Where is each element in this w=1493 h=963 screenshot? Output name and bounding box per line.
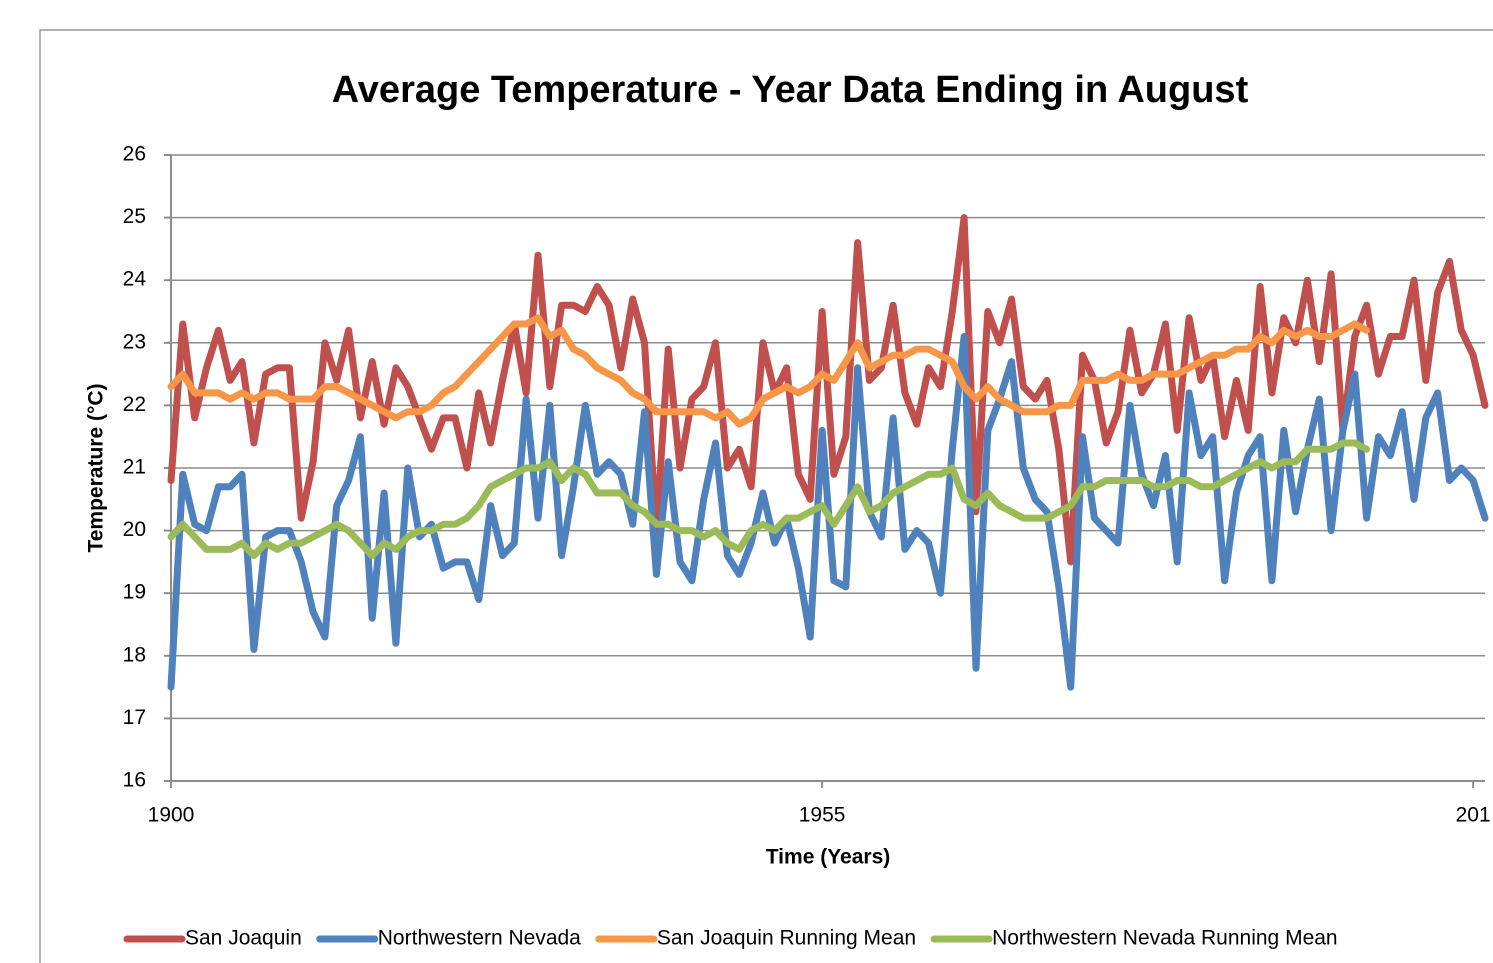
y-tick-label: 17: [123, 706, 146, 729]
legend-item: San Joaquin: [123, 927, 302, 950]
x-tick-label: 1955: [799, 804, 846, 827]
legend-item: Northwestern Nevada Running Mean: [930, 927, 1338, 950]
y-tick-label: 23: [123, 330, 146, 353]
y-tick-label: 25: [123, 205, 146, 228]
legend-item: San Joaquin Running Mean: [595, 927, 916, 950]
legend-item: Northwestern Nevada: [316, 927, 581, 950]
legend-label: San Joaquin: [185, 927, 302, 950]
series-line: [167, 333, 1489, 691]
y-tick-label: 20: [123, 518, 146, 541]
x-tick-label: 201: [1456, 804, 1491, 827]
y-axis-title: Temperature (°C): [85, 383, 108, 552]
series-line: [167, 314, 1371, 428]
y-tick-label: 24: [123, 268, 147, 291]
y-tick-label: 19: [123, 581, 146, 604]
legend-label: Northwestern Nevada Running Mean: [992, 927, 1338, 950]
y-tick-label: 26: [123, 143, 146, 166]
y-tick-label: 16: [123, 769, 146, 792]
legend-label: Northwestern Nevada: [378, 927, 581, 950]
y-tick-label: 21: [123, 456, 146, 479]
y-tick-label: 22: [123, 393, 146, 416]
x-tick-label: 1900: [148, 804, 195, 827]
chart-frame: [39, 29, 1493, 963]
legend-label: San Joaquin Running Mean: [657, 927, 916, 950]
series-line: [167, 439, 1371, 560]
x-axis-title: Time (Years): [766, 846, 891, 869]
y-tick-label: 18: [123, 643, 146, 666]
chart-title: Average Temperature - Year Data Ending i…: [332, 69, 1249, 111]
